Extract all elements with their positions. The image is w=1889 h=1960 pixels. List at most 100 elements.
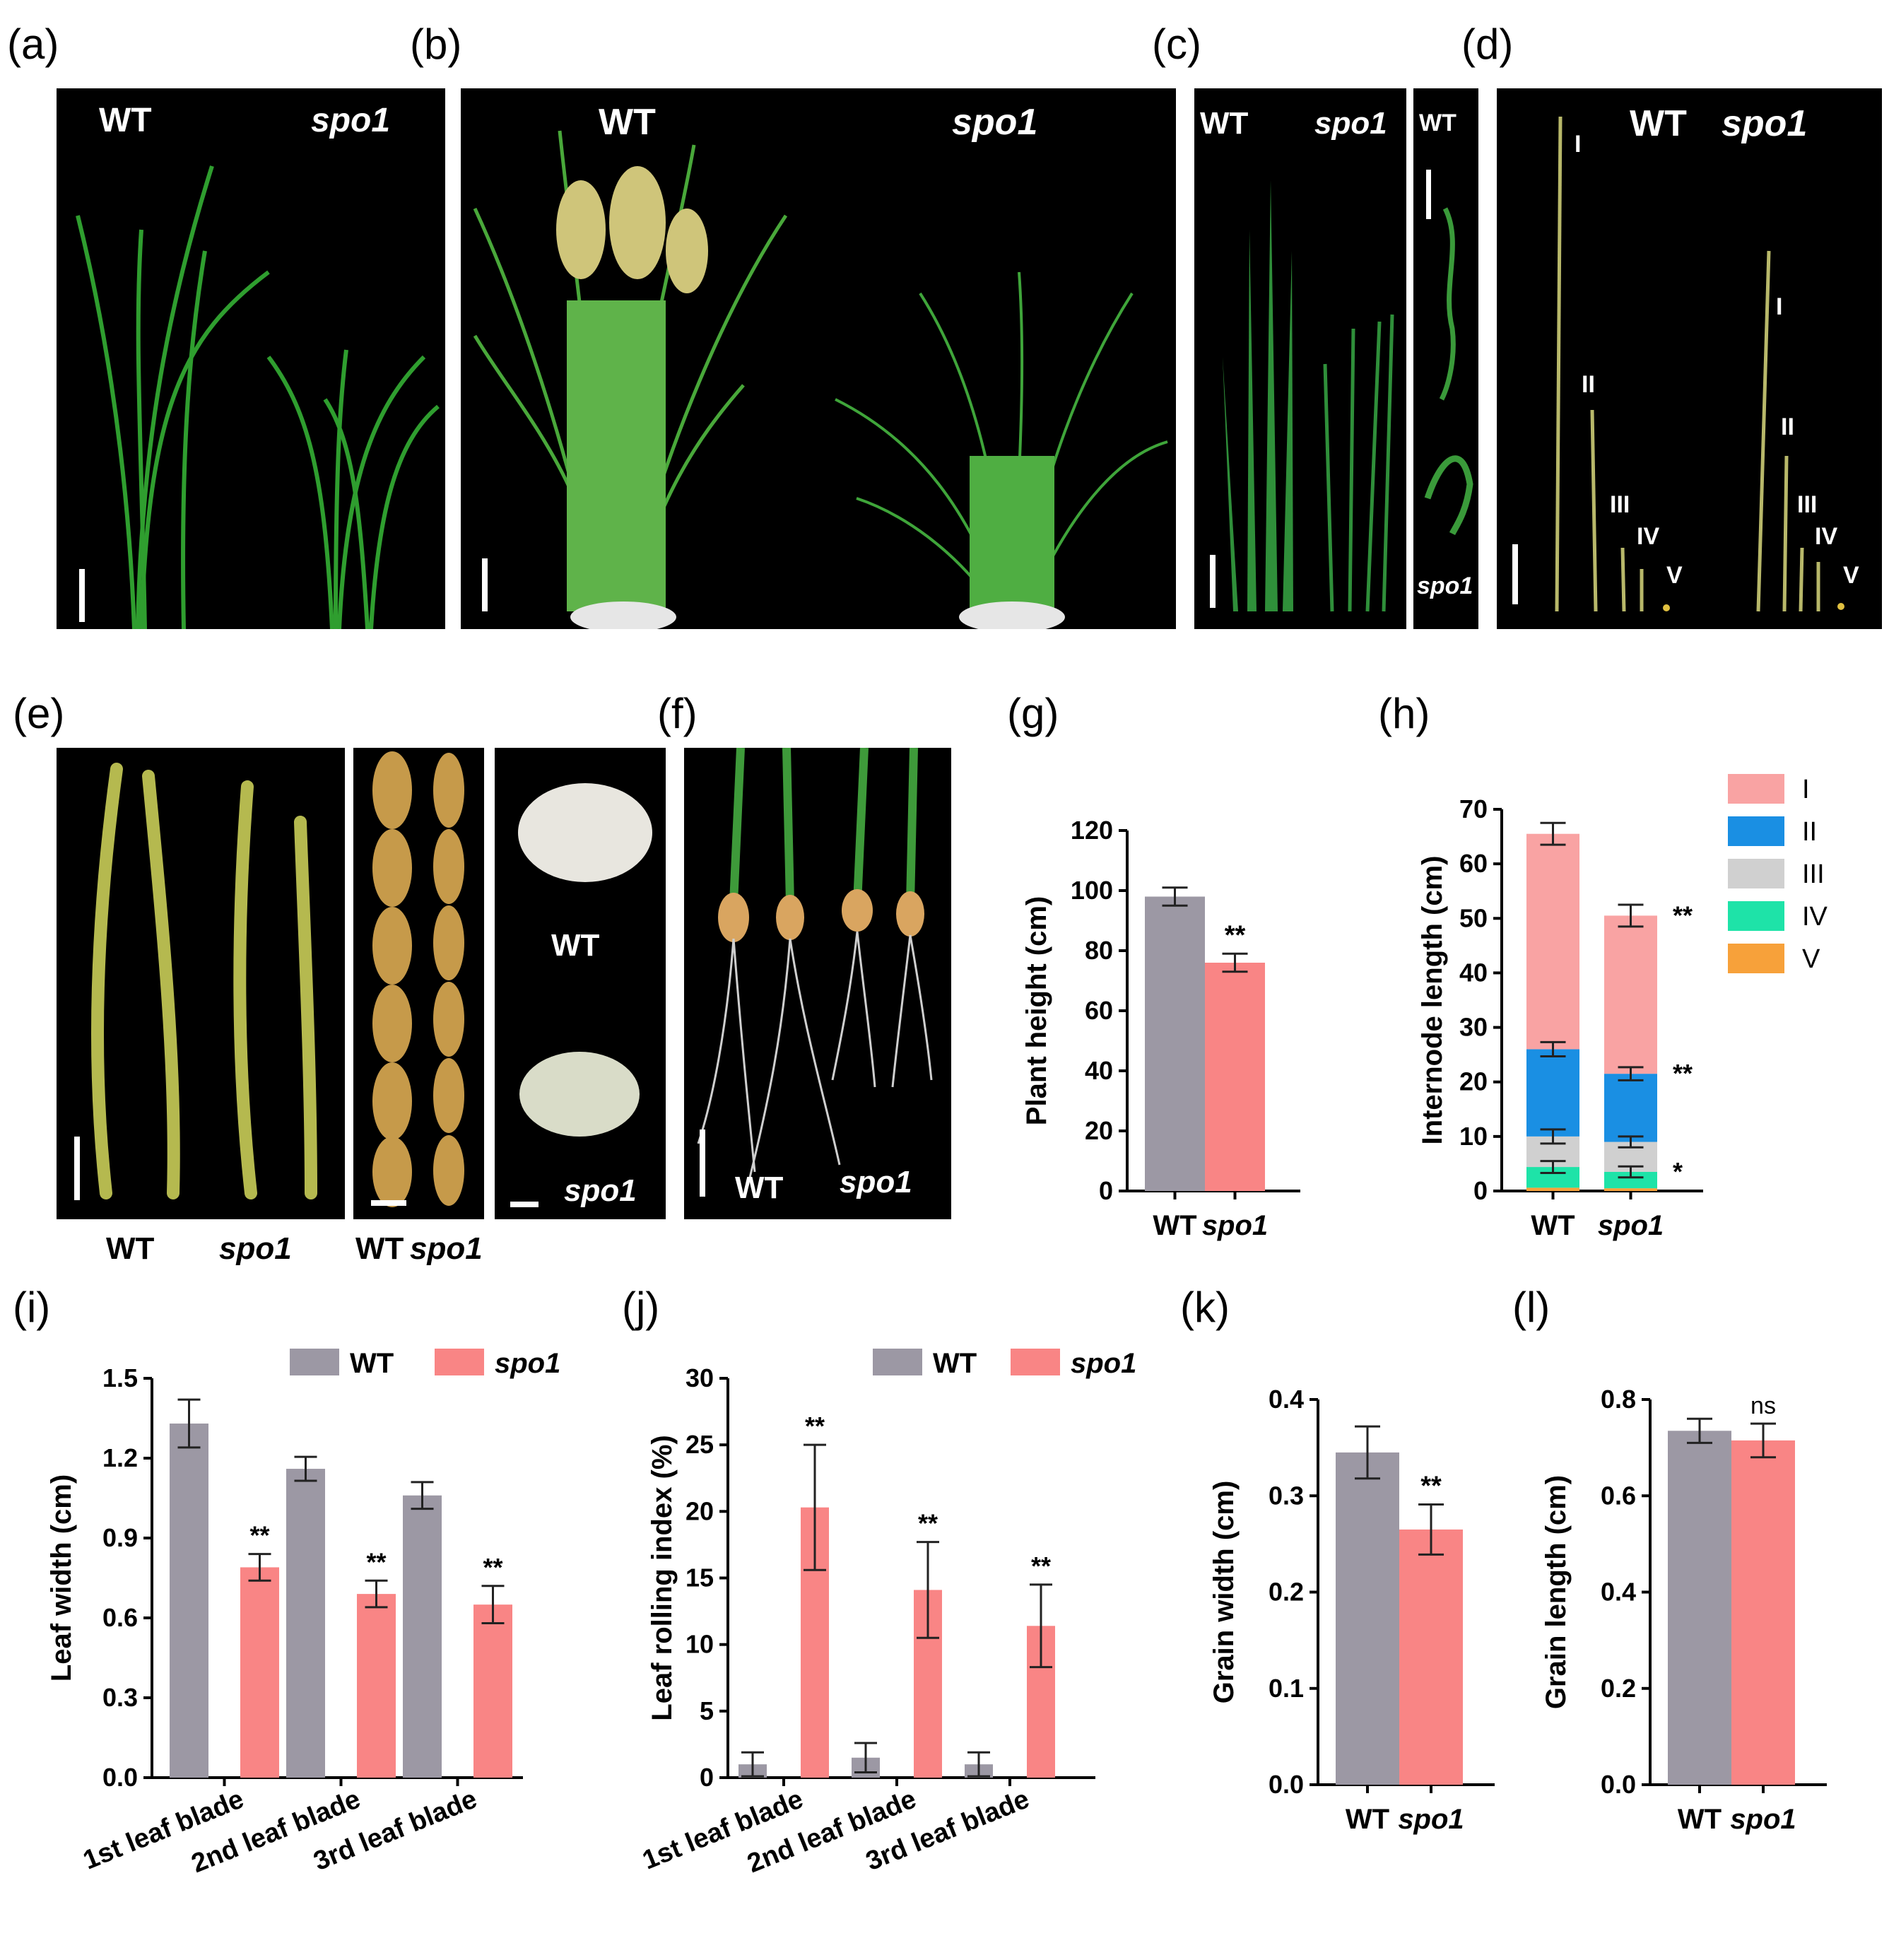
photo-d-internodes: WT spo1 I II III IV V I II III IV V — [1497, 88, 1882, 629]
panel-label-i: (i) — [13, 1284, 51, 1331]
y-tick-label: 0 — [1099, 1176, 1113, 1205]
cross-section-drawing — [1424, 170, 1473, 536]
legend-swatch-spo1 — [435, 1349, 484, 1375]
y-tick-label: 0 — [700, 1763, 714, 1792]
y-tick-label: 1.2 — [102, 1443, 138, 1472]
y-axis-title: Grain length (cm) — [1541, 1475, 1572, 1709]
y-tick-label: 30 — [685, 1363, 714, 1392]
y-tick-label: 20 — [1459, 1067, 1488, 1096]
significance-label: ** — [918, 1509, 938, 1538]
y-tick-label: 0.8 — [1601, 1385, 1636, 1414]
bar-spo1 — [473, 1604, 512, 1778]
photo-c-leaf-blades: WT spo1 — [1194, 88, 1406, 629]
label-wt: WT — [1419, 110, 1457, 136]
significance-label: ** — [1225, 920, 1246, 950]
significance-label: ** — [483, 1553, 502, 1582]
label-spo1: spo1 — [564, 1173, 637, 1208]
significance-label: ** — [366, 1547, 386, 1576]
y-axis-title: Leaf rolling index (%) — [647, 1435, 678, 1720]
bar-spo1 — [1731, 1440, 1795, 1785]
chart-g-plant-height: 0 20 40 60 80 100 120 Plant height (cm) WT ** spo1 — [1021, 816, 1300, 1241]
legend-swatch-WT — [873, 1349, 922, 1375]
bar-segment-I — [1526, 833, 1579, 1050]
caption-wt: WT — [355, 1231, 404, 1266]
label-spo1: spo1 — [952, 102, 1038, 143]
panel-label-d: (d) — [1461, 20, 1514, 68]
photo-e-grains — [353, 748, 484, 1219]
panel-label-j: (j) — [622, 1284, 660, 1331]
y-tick-label: 80 — [1085, 936, 1113, 965]
y-tick-label: 15 — [685, 1563, 714, 1592]
bar-segment-II — [1604, 1074, 1657, 1142]
x-tick-label: WT — [1531, 1210, 1575, 1241]
caption-wt: WT — [106, 1231, 155, 1266]
y-tick-label: 0.1 — [1269, 1674, 1304, 1703]
label-spo1: spo1 — [840, 1165, 912, 1199]
bar-WT — [403, 1495, 442, 1778]
chart-i-leaf-width: 0.0 0.3 0.6 0.9 1.2 1.5 Leaf width (cm) WT spo1 *… — [46, 1348, 560, 1879]
photo-c-cross-sections: WT spo1 — [1413, 88, 1478, 629]
internode-label: V — [1666, 562, 1683, 589]
photo-e-dehusked-seeds: WT spo1 — [495, 748, 666, 1219]
panel-label-l: (l) — [1512, 1284, 1550, 1331]
y-tick-label: 0.0 — [102, 1763, 138, 1792]
bar-segment-V — [1526, 1187, 1579, 1191]
legend-swatch-IV — [1728, 901, 1784, 931]
root-drawing — [697, 748, 933, 1197]
label-spo1: spo1 — [1722, 103, 1808, 144]
significance-label: ** — [1420, 1472, 1442, 1501]
legend-swatch-spo1 — [1011, 1349, 1060, 1375]
label-wt: WT — [1200, 106, 1249, 141]
y-axis-title: Leaf width (cm) — [46, 1474, 77, 1682]
y-tick-label: 0.0 — [1269, 1770, 1304, 1799]
label-spo1: spo1 — [1314, 106, 1387, 141]
y-tick-label: 0.4 — [1601, 1578, 1636, 1607]
significance-label: ** — [249, 1521, 269, 1550]
legend-label-III: III — [1802, 859, 1825, 889]
significance-label: ** — [1673, 1059, 1693, 1088]
label-wt: WT — [1630, 103, 1687, 144]
chart-k-grain-width: 0.0 0.1 0.2 0.3 0.4 Grain width (cm) WT ** spo1 — [1208, 1385, 1495, 1835]
y-tick-label: 0.0 — [1601, 1770, 1636, 1799]
legend-label-spo1: spo1 — [1071, 1348, 1136, 1379]
panel-label-e: (e) — [13, 690, 65, 737]
y-tick-label: 20 — [685, 1496, 714, 1525]
internode-label: I — [1575, 131, 1582, 158]
y-tick-label: 10 — [685, 1630, 714, 1659]
x-tick-label: spo1 — [1202, 1210, 1268, 1241]
label-wt: WT — [599, 102, 656, 143]
bar-spo1 — [1399, 1529, 1463, 1785]
plant-drawing — [473, 130, 1168, 629]
y-tick-label: 40 — [1085, 1056, 1113, 1085]
bar-segment-V — [1604, 1188, 1657, 1191]
internode-label: IV — [1637, 523, 1660, 550]
caption-spo1: spo1 — [219, 1231, 292, 1266]
chart-l-grain-length: 0.0 0.2 0.4 0.6 0.8 Grain length (cm) WT ns spo1 — [1541, 1385, 1827, 1835]
legend-swatch-I — [1728, 774, 1784, 804]
internode-label: II — [1582, 371, 1595, 398]
bar-WT — [1668, 1431, 1731, 1785]
bar-WT — [1336, 1452, 1399, 1785]
internode-label: I — [1776, 293, 1783, 320]
x-tick-label: spo1 — [1730, 1804, 1796, 1835]
significance-label: ** — [1673, 900, 1693, 929]
label-wt: WT — [735, 1170, 784, 1205]
legend-swatch-III — [1728, 859, 1784, 888]
bar-WT — [170, 1424, 208, 1778]
y-axis-title: Plant height (cm) — [1021, 896, 1052, 1125]
panel-label-h: (h) — [1378, 690, 1430, 737]
significance-label: * — [1673, 1157, 1683, 1186]
x-tick-label: spo1 — [1398, 1804, 1464, 1835]
photo-a-rice-seedlings: WT spo1 — [57, 88, 445, 629]
legend-label-IV: IV — [1802, 902, 1828, 932]
y-tick-label: 40 — [1459, 958, 1488, 987]
significance-label: ** — [1031, 1551, 1051, 1580]
legend-label-V: V — [1802, 944, 1820, 974]
legend-label-I: I — [1802, 775, 1810, 804]
y-tick-label: 0.3 — [1269, 1481, 1304, 1510]
y-tick-label: 0.6 — [1601, 1481, 1636, 1510]
internode-label: IV — [1815, 523, 1838, 550]
bar-segment-II — [1526, 1049, 1579, 1137]
y-tick-label: 30 — [1459, 1013, 1488, 1042]
y-tick-label: 0.4 — [1269, 1385, 1304, 1414]
